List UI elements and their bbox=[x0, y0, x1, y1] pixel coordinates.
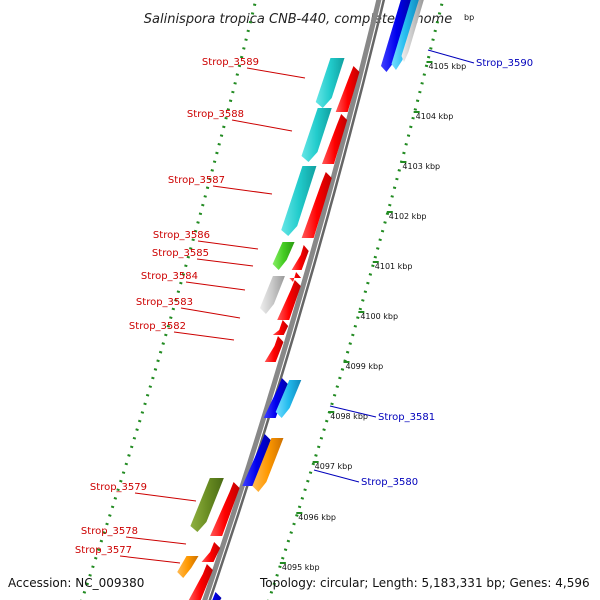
gene-block-3579-red bbox=[210, 482, 240, 536]
gene-block-red-7 bbox=[272, 320, 289, 335]
leader-line bbox=[212, 185, 273, 195]
gene-label-strop-3586: Strop_3586 bbox=[153, 230, 210, 241]
leader-line bbox=[197, 240, 259, 250]
gene-label-strop-3585: Strop_3585 bbox=[152, 248, 209, 259]
gene-labels: Strop_3589 Strop_3588 Strop_3587 Strop_3586… bbox=[75, 49, 533, 564]
gene-block-3586-green bbox=[272, 242, 295, 270]
tick-label: 4100 kbp bbox=[360, 312, 398, 321]
gene-block-red-8 bbox=[264, 336, 284, 362]
gene-block-3589-cyan bbox=[315, 58, 345, 108]
tick-label-partial: bp bbox=[464, 13, 474, 22]
tick-label: 4105 kbp bbox=[428, 62, 466, 71]
gene-block-red-6 bbox=[277, 280, 301, 320]
leader-line bbox=[185, 281, 246, 291]
gene-block-red-1 bbox=[335, 66, 360, 112]
tick-label: 4097 kbp bbox=[315, 462, 353, 471]
gene-label-strop-3587: Strop_3587 bbox=[168, 175, 225, 186]
leader-line bbox=[134, 492, 197, 502]
gene-block-3581-blue bbox=[263, 378, 288, 418]
tick-label: 4102 kbp bbox=[389, 212, 427, 221]
gene-block-3581-lightblue bbox=[275, 380, 302, 418]
gene-block-red-5 bbox=[289, 272, 302, 282]
gene-label-strop-3582: Strop_3582 bbox=[129, 321, 186, 332]
genome-backbone bbox=[202, 0, 386, 600]
gene-block-3577-orange bbox=[177, 556, 199, 578]
tick-label: 4095 kbp bbox=[282, 563, 320, 572]
gene-label-strop-3590: Strop_3590 bbox=[476, 58, 533, 69]
leader-line bbox=[313, 469, 360, 483]
ruler-dotted-lines bbox=[80, 0, 445, 600]
accession-text: Accession: NC_009380 bbox=[8, 576, 144, 590]
gene-label-strop-3588: Strop_3588 bbox=[187, 109, 244, 120]
ruler-dotted-right bbox=[267, 0, 445, 600]
tick-label: 4101 kbp bbox=[375, 262, 413, 271]
gene-block-red-4 bbox=[291, 245, 309, 270]
tick-label: 4104 kbp bbox=[416, 112, 454, 121]
gene-label-strop-3580: Strop_3580 bbox=[361, 477, 418, 488]
gene-block-3584-grey bbox=[259, 276, 285, 314]
gene-block-3580-blue bbox=[242, 434, 271, 486]
leader-line bbox=[427, 49, 475, 64]
gene-block-bottom-blue bbox=[212, 592, 222, 600]
gene-label-strop-3577: Strop_3577 bbox=[75, 545, 132, 556]
gene-features bbox=[177, 0, 424, 600]
tick-label: 4098 kbp bbox=[330, 412, 368, 421]
gene-block-3578-red bbox=[201, 542, 221, 562]
gene-block-3580-orange bbox=[252, 438, 284, 492]
gene-block-3590-blue bbox=[380, 0, 412, 72]
gene-label-strop-3579: Strop_3579 bbox=[90, 482, 147, 493]
gene-block-3590-grey bbox=[401, 0, 424, 62]
gene-label-strop-3583: Strop_3583 bbox=[136, 297, 193, 308]
leader-line bbox=[246, 67, 306, 79]
ruler-dotted-left bbox=[80, 0, 258, 600]
kbp-ticks: 4105 kbp 4104 kbp 4103 kbp 4102 kbp 4101 kbp… bbox=[279, 13, 474, 572]
leader-line bbox=[173, 331, 235, 341]
gene-label-strop-3589: Strop_3589 bbox=[202, 57, 259, 68]
gene-block-3587-cyan bbox=[281, 166, 317, 236]
leader-line bbox=[231, 119, 293, 132]
gene-label-strop-3581: Strop_3581 bbox=[378, 412, 435, 423]
tick-label: 4096 kbp bbox=[298, 513, 336, 522]
tick-label: 4103 kbp bbox=[402, 162, 440, 171]
leader-line bbox=[180, 307, 241, 319]
gene-block-3577-red bbox=[188, 564, 213, 600]
gene-block-3579-olive bbox=[190, 478, 224, 532]
leader-line bbox=[119, 555, 181, 564]
backbone-line-right bbox=[208, 0, 386, 600]
backbone-line-left bbox=[202, 0, 382, 600]
leader-line bbox=[125, 536, 187, 545]
gene-label-strop-3584: Strop_3584 bbox=[141, 271, 198, 282]
gene-block-3590-lightblue bbox=[391, 0, 420, 70]
gene-block-red-2 bbox=[321, 114, 348, 164]
tick-label: 4099 kbp bbox=[346, 362, 384, 371]
leader-line bbox=[196, 258, 254, 267]
topology-text: Topology: circular; Length: 5,183,331 bp… bbox=[259, 576, 590, 590]
gene-block-red-3 bbox=[301, 172, 332, 238]
leader-line bbox=[329, 405, 377, 418]
gene-label-strop-3578: Strop_3578 bbox=[81, 526, 138, 537]
gene-block-3588-cyan bbox=[301, 108, 332, 162]
